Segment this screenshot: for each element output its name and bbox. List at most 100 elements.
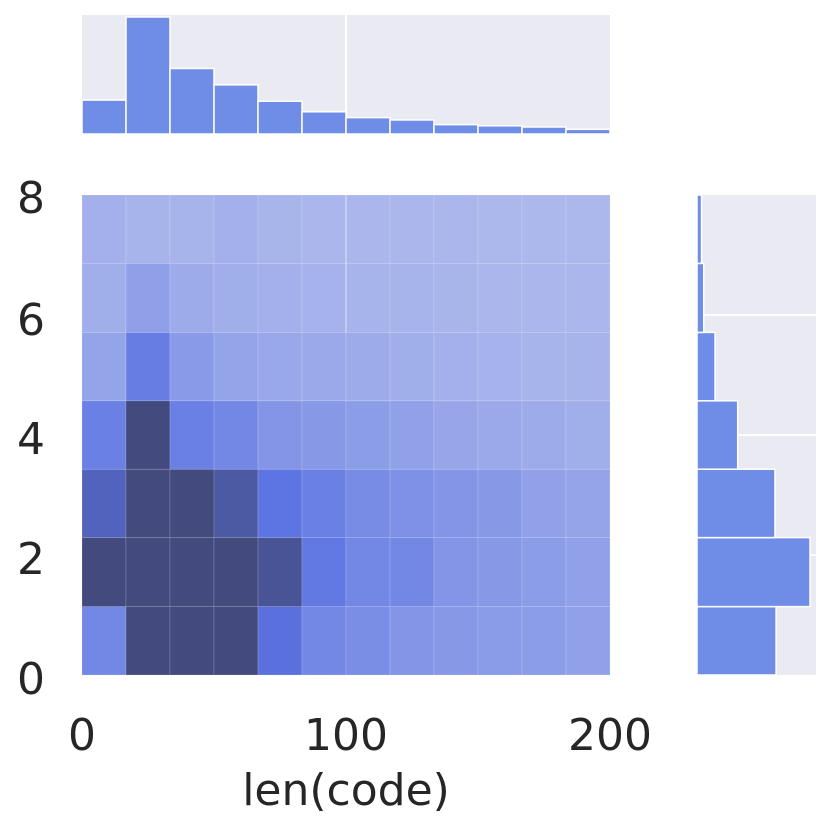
heatmap-cell <box>257 468 303 538</box>
heatmap-cell <box>389 606 435 676</box>
marginal-x-bar <box>345 116 391 135</box>
marginal-y-bar <box>696 605 777 676</box>
heatmap-cell <box>345 537 391 607</box>
marginal-y-bar <box>696 400 739 470</box>
heatmap-cell <box>345 194 391 264</box>
heatmap-cell <box>81 400 127 470</box>
ytick-label-4: 4 <box>17 414 45 465</box>
marginal-x-histogram <box>81 15 611 135</box>
ytick-label-6: 6 <box>17 295 45 346</box>
heatmap-cell <box>301 606 347 676</box>
x-axis-label: len(code) <box>242 765 450 816</box>
heatmap-cell <box>389 400 435 470</box>
marginal-x-bar <box>169 67 215 135</box>
heatmap-cell <box>125 400 171 470</box>
heatmap-cell <box>389 468 435 538</box>
heatmap-cell <box>301 537 347 607</box>
heatmap-cell <box>433 400 479 470</box>
heatmap-cell <box>565 537 611 607</box>
heatmap-cell <box>565 468 611 538</box>
marginal-y-bar <box>696 536 811 608</box>
heatmap-cell <box>301 400 347 470</box>
heatmap-cell <box>389 194 435 264</box>
ytick-label-2: 2 <box>17 534 45 585</box>
heatmap-cell <box>213 194 259 264</box>
heatmap-cell <box>565 263 611 333</box>
heatmap-cell <box>565 332 611 402</box>
marginal-x-bar <box>565 128 611 135</box>
heatmap-cell <box>257 537 303 607</box>
y-axis-tick-labels: 8 6 4 2 0 <box>17 173 45 705</box>
xtick-label-0: 0 <box>68 710 96 761</box>
heatmap-cell <box>521 400 567 470</box>
heatmap-cell <box>477 468 523 538</box>
heatmap-cell <box>257 606 303 676</box>
heatmap-cell <box>257 332 303 402</box>
heatmap-cell <box>81 263 127 333</box>
marginal-y-bar <box>696 331 716 402</box>
heatmap-cell <box>257 263 303 333</box>
marginal-x-bar <box>521 126 567 135</box>
heatmap-cell <box>389 537 435 607</box>
heatmap-cell <box>389 332 435 402</box>
heatmap-cell <box>433 194 479 264</box>
marginal-x-bar <box>433 123 479 135</box>
marginal-x-bar <box>389 119 435 135</box>
marginal-x-bar <box>301 111 347 135</box>
ytick-label-0: 0 <box>17 654 45 705</box>
heatmap-cell <box>433 537 479 607</box>
heatmap-cell <box>213 263 259 333</box>
heatmap-cell <box>521 194 567 264</box>
heatmap-cell <box>125 263 171 333</box>
heatmap-cell <box>477 537 523 607</box>
marginal-x-bar <box>213 84 259 135</box>
heatmap-cell <box>125 194 171 264</box>
heatmap-cell <box>345 468 391 538</box>
heatmap-cell <box>565 194 611 264</box>
heatmap-cell <box>169 606 215 676</box>
x-axis-tick-labels: 0 100 200 <box>68 710 652 761</box>
heatmap-cell <box>345 332 391 402</box>
heatmap-cell <box>301 468 347 538</box>
heatmap-cell <box>345 263 391 333</box>
heatmap-cell <box>433 606 479 676</box>
heatmap-cell <box>125 537 171 607</box>
heatmap-cell <box>81 194 127 264</box>
marginal-x-bar <box>477 125 523 135</box>
heatmap-cell <box>169 400 215 470</box>
heatmap-cell <box>213 400 259 470</box>
heatmap-cell <box>213 537 259 607</box>
heatmap-cell <box>257 400 303 470</box>
marginal-x-bar <box>81 99 127 135</box>
heatmap-cell <box>301 194 347 264</box>
heatmap-cell <box>565 606 611 676</box>
heatmap-cell <box>521 468 567 538</box>
heatmap-cell <box>521 332 567 402</box>
heatmap-cell <box>477 194 523 264</box>
heatmap-cell <box>477 332 523 402</box>
heatmap-cell <box>81 606 127 676</box>
marginal-y-bar <box>696 468 776 539</box>
xtick-label-100: 100 <box>304 710 388 761</box>
marginal-y-histogram <box>696 194 816 676</box>
heatmap-cell <box>169 194 215 264</box>
heatmap-cell <box>81 468 127 538</box>
heatmap-cell <box>521 537 567 607</box>
heatmap-cell <box>521 606 567 676</box>
heatmap-cell <box>565 400 611 470</box>
heatmap-cell <box>477 263 523 333</box>
heatmap-cell <box>213 332 259 402</box>
heatmap-cell <box>81 537 127 607</box>
heatmap-cell <box>521 263 567 333</box>
heatmap-cell <box>345 400 391 470</box>
heatmap-cell <box>213 468 259 538</box>
heatmap-cell <box>477 400 523 470</box>
heatmap-cell <box>477 606 523 676</box>
heatmap-cell <box>257 194 303 264</box>
marginal-x-bar <box>257 100 303 135</box>
xtick-label-200: 200 <box>568 710 652 761</box>
heatmap-cell <box>213 606 259 676</box>
heatmap-cell <box>125 332 171 402</box>
heatmap-cell <box>169 468 215 538</box>
heatmap-cell <box>169 263 215 333</box>
